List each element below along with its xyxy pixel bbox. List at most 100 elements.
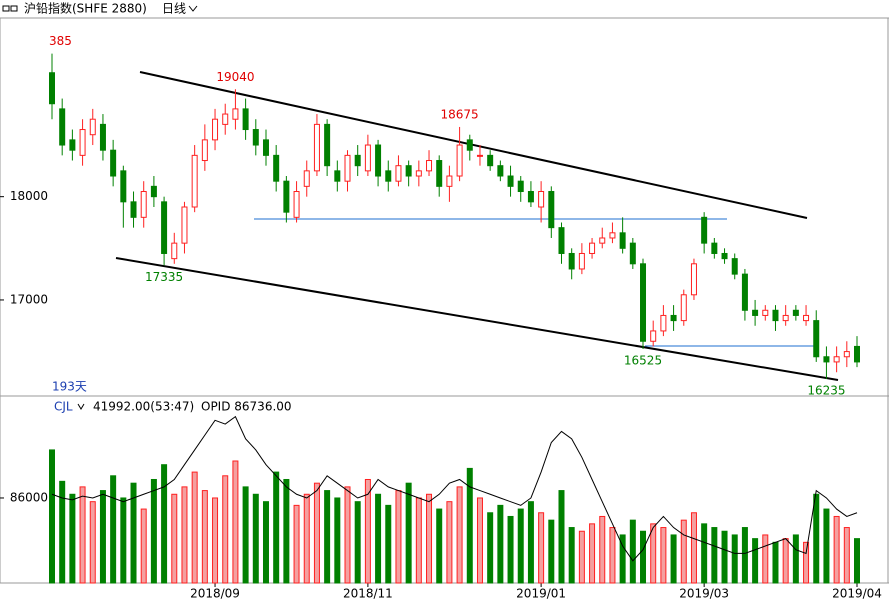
- candle-body: [711, 242, 718, 254]
- candle-body: [395, 165, 402, 182]
- x-tick-label: 2018/11: [343, 587, 393, 601]
- candle-body: [405, 165, 412, 177]
- volume-bar: [232, 460, 239, 584]
- volume-bar: [273, 471, 280, 584]
- volume-bar: [619, 534, 626, 584]
- volume-bar: [466, 467, 473, 584]
- candle-body: [456, 144, 463, 177]
- volume-bar: [140, 508, 147, 584]
- volume-bar: [609, 527, 616, 584]
- candle-body: [701, 216, 708, 244]
- candle-body: [222, 113, 229, 125]
- candle-body: [79, 129, 86, 156]
- volume-bar: [303, 493, 310, 584]
- annotation: 18675: [441, 107, 479, 121]
- volume-bar: [670, 534, 677, 584]
- volume-bar: [823, 508, 830, 584]
- candle-body: [752, 309, 759, 316]
- candle-body: [375, 144, 382, 177]
- volume-bar: [405, 482, 412, 584]
- x-tick-label: 2019/04: [832, 587, 882, 601]
- candle-body: [589, 242, 596, 254]
- period-count: 193天: [52, 380, 87, 394]
- candle-body: [191, 154, 198, 208]
- x-tick-label: 2019/01: [516, 587, 566, 601]
- volume-bar: [446, 501, 453, 584]
- candle-body: [69, 139, 76, 151]
- candle-body: [538, 191, 545, 208]
- candle-body: [833, 356, 840, 363]
- candle-body: [619, 232, 626, 249]
- candle-body: [690, 263, 697, 296]
- candle-body: [242, 108, 249, 131]
- volume-bar: [415, 497, 422, 584]
- volume-bar: [752, 538, 759, 584]
- volume-bar: [833, 515, 840, 584]
- candle-body: [507, 175, 514, 187]
- annotation: 385: [49, 34, 72, 48]
- volume-bar: [680, 519, 687, 584]
- volume-bar: [527, 501, 534, 584]
- volume-bar: [120, 497, 127, 584]
- candle-body: [89, 118, 96, 136]
- dropdown-arrow[interactable]: [188, 5, 198, 12]
- trend-line: [115, 257, 839, 381]
- indicator-name[interactable]: CJL: [54, 400, 73, 414]
- y-tick-label: 86000: [10, 490, 48, 504]
- candle-body: [385, 170, 392, 182]
- candle-body: [161, 201, 168, 254]
- volume-bar: [89, 501, 96, 584]
- candle-body: [731, 258, 738, 275]
- candle-body: [201, 139, 208, 162]
- volume-bar: [701, 523, 708, 584]
- volume-bar: [354, 501, 361, 584]
- candle-body: [140, 191, 147, 218]
- candle-body: [303, 170, 310, 187]
- x-tick-label: 2019/03: [679, 587, 729, 601]
- candle-body: [120, 170, 127, 203]
- volume-bar: [772, 541, 779, 584]
- volume-bar: [690, 512, 697, 584]
- volume-bar: [324, 490, 331, 584]
- candle-body: [110, 149, 117, 177]
- candle-body: [212, 118, 219, 141]
- volume-bar: [99, 490, 106, 584]
- candle-body: [426, 160, 433, 172]
- dropdown-arrow[interactable]: [77, 403, 85, 410]
- volume-bar: [803, 541, 810, 584]
- candle-body: [99, 123, 106, 151]
- volume-bar: [568, 527, 575, 584]
- candle-body: [273, 154, 280, 182]
- volume-bar: [843, 527, 850, 584]
- candle-body: [680, 294, 687, 322]
- volume-bar: [476, 497, 483, 584]
- volume-bar: [762, 534, 769, 584]
- candle-body: [629, 242, 636, 265]
- candle-body: [517, 180, 524, 193]
- candle-body: [252, 129, 259, 146]
- candle-body: [762, 309, 769, 316]
- candle-body: [548, 191, 555, 229]
- candle-body: [609, 232, 616, 239]
- volume-bar: [456, 486, 463, 584]
- candle-body: [843, 351, 850, 358]
- volume-bar: [660, 527, 667, 584]
- candle-body: [344, 154, 351, 182]
- icon: [10, 5, 18, 12]
- candle-body: [59, 108, 66, 146]
- trend-line: [139, 71, 808, 219]
- volume-bar: [49, 449, 55, 584]
- volume-bar: [813, 493, 820, 584]
- volume-bar: [313, 482, 320, 584]
- volume-bar: [344, 486, 351, 584]
- volume-bar: [792, 534, 799, 584]
- candle-body: [721, 252, 728, 260]
- icon: [2, 5, 10, 12]
- period[interactable]: 日线: [162, 2, 186, 16]
- volume-bar: [171, 493, 178, 584]
- volume-bar: [69, 493, 76, 584]
- candle-body: [415, 170, 422, 177]
- candle-body: [803, 314, 810, 322]
